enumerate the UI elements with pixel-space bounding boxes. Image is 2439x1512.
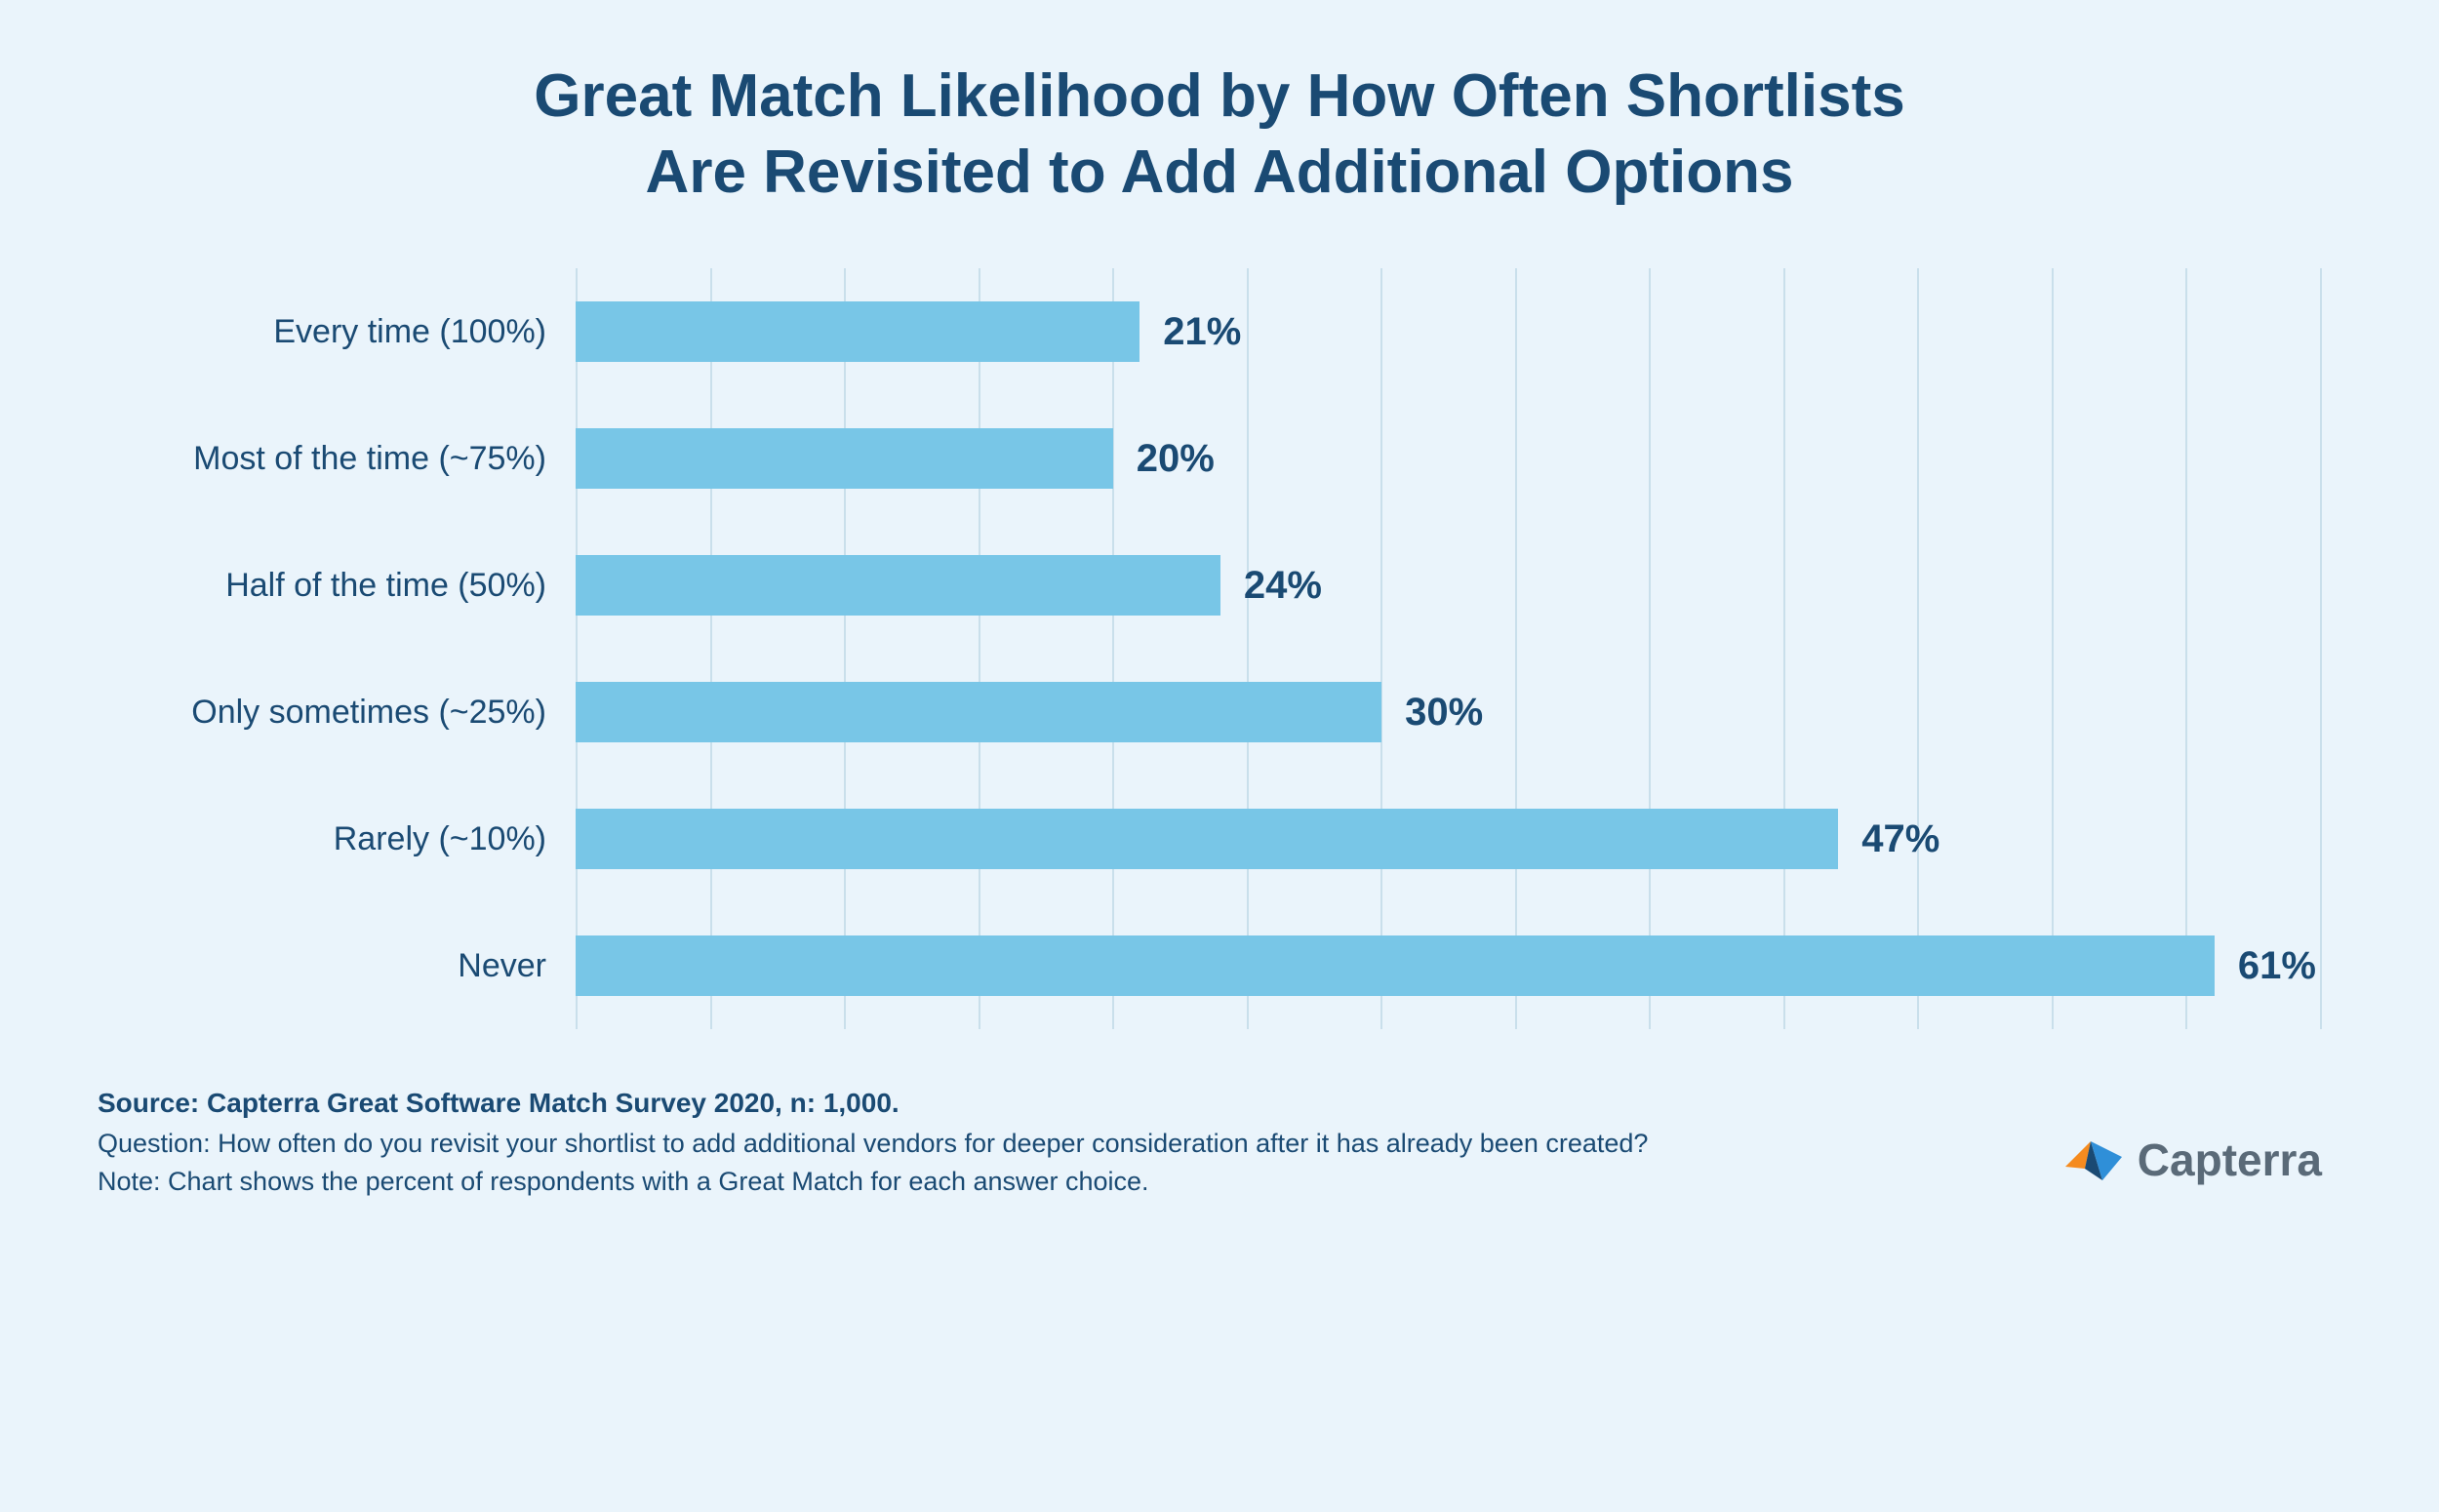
bar-row: 24%: [576, 555, 2322, 616]
bar-value-label: 30%: [1405, 691, 1483, 735]
bar: [576, 935, 2215, 996]
capterra-logo: Capterra: [2059, 1128, 2341, 1201]
bar-value-label: 47%: [1861, 817, 1939, 861]
bar-row: 61%: [576, 935, 2322, 996]
bar: [576, 555, 1220, 616]
capterra-logo-text: Capterra: [2138, 1134, 2322, 1186]
bar-value-label: 20%: [1137, 437, 1215, 481]
y-axis-label: Most of the time (~75%): [117, 440, 546, 478]
chart-page: Great Match Likelihood by How Often Shor…: [0, 0, 2439, 1512]
y-axis-labels: Every time (100%) Most of the time (~75%)…: [117, 268, 576, 1029]
bar-row: 20%: [576, 428, 2322, 489]
y-axis-label: Every time (100%): [117, 313, 546, 351]
capterra-arrow-icon: [2059, 1128, 2124, 1191]
footnotes: Source: Capterra Great Software Match Su…: [98, 1088, 1648, 1201]
y-axis-label: Only sometimes (~25%): [117, 694, 546, 732]
chart-area: Every time (100%) Most of the time (~75%)…: [117, 268, 2322, 1029]
bar: [576, 682, 1381, 742]
question-line: Question: How often do you revisit your …: [98, 1125, 1648, 1163]
bar: [576, 301, 1140, 362]
bar: [576, 809, 1838, 869]
bar-row: 21%: [576, 301, 2322, 362]
y-axis-label: Never: [117, 947, 546, 985]
bar-row: 47%: [576, 809, 2322, 869]
bar-value-label: 21%: [1163, 310, 1241, 354]
y-axis-label: Half of the time (50%): [117, 567, 546, 605]
title-line-2: Are Revisited to Add Additional Options: [646, 139, 1794, 206]
bar-value-label: 61%: [2238, 944, 2316, 988]
bar-row: 30%: [576, 682, 2322, 742]
source-line: Source: Capterra Great Software Match Su…: [98, 1088, 1648, 1119]
chart-title: Great Match Likelihood by How Often Shor…: [195, 59, 2244, 210]
note-line: Note: Chart shows the percent of respond…: [98, 1163, 1648, 1201]
bars-container: 21% 20% 24% 30% 47% 61%: [576, 268, 2322, 1029]
y-axis-label: Rarely (~10%): [117, 820, 546, 858]
bar-value-label: 24%: [1244, 564, 1322, 608]
title-line-1: Great Match Likelihood by How Often Shor…: [534, 62, 1904, 130]
footer: Source: Capterra Great Software Match Su…: [98, 1088, 2341, 1201]
plot-area: 21% 20% 24% 30% 47% 61%: [576, 268, 2322, 1029]
bar: [576, 428, 1113, 489]
